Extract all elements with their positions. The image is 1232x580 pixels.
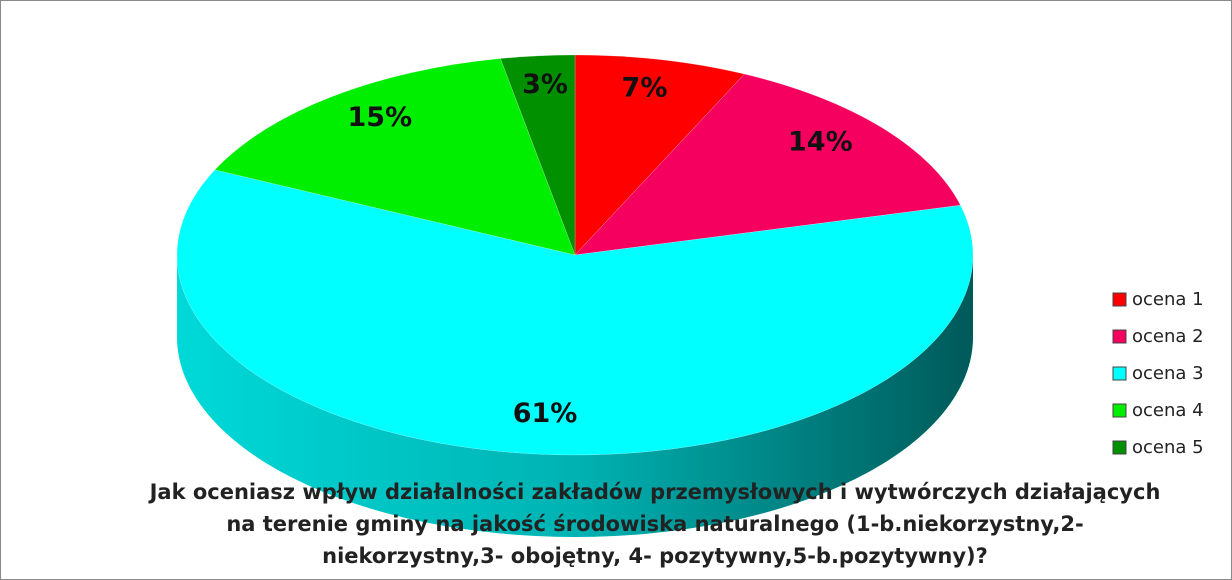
legend-swatch bbox=[1112, 329, 1127, 344]
pie-slice bbox=[574, 73, 961, 256]
legend-swatch bbox=[1112, 292, 1127, 307]
legend-swatch bbox=[1112, 403, 1127, 418]
data-label: 61% bbox=[513, 398, 578, 429]
data-label: 15% bbox=[348, 102, 413, 133]
legend-label: ocena 5 bbox=[1132, 437, 1204, 458]
data-label: 14% bbox=[788, 127, 853, 158]
legend-label: ocena 4 bbox=[1132, 400, 1204, 421]
chart-title: Jak oceniasz wpływ działalności zakładów… bbox=[149, 480, 1161, 568]
pie-side-shade bbox=[177, 255, 973, 537]
legend-label: ocena 1 bbox=[1132, 289, 1204, 310]
legend-swatch bbox=[1112, 366, 1127, 381]
legend-swatch bbox=[1112, 440, 1127, 455]
pie-slice bbox=[500, 54, 576, 256]
pie-slice bbox=[214, 58, 576, 256]
legend-label: ocena 3 bbox=[1132, 363, 1204, 384]
data-label: 7% bbox=[622, 72, 668, 103]
pie-slice bbox=[176, 169, 974, 456]
legend-label: ocena 2 bbox=[1132, 326, 1204, 347]
data-label: 3% bbox=[522, 69, 568, 100]
pie-slice bbox=[574, 54, 745, 256]
